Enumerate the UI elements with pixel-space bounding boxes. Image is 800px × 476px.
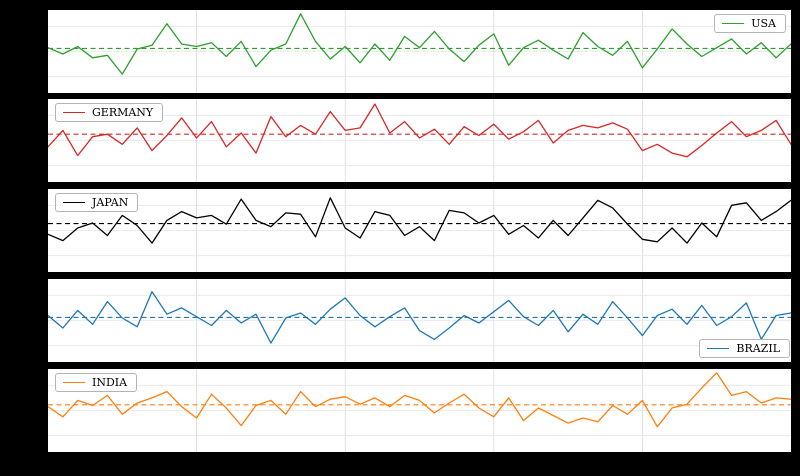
legend-line-swatch xyxy=(63,382,85,383)
legend-germany: GERMANY xyxy=(55,103,164,122)
subplot-brazil: BRAZIL xyxy=(48,279,791,362)
legend-line-swatch xyxy=(722,23,745,24)
usa-line-chart xyxy=(48,10,791,93)
subplot-japan: JAPAN xyxy=(48,189,791,272)
japan-line-chart xyxy=(48,189,791,272)
germany-line-chart xyxy=(48,99,791,182)
subplot-india: INDIA xyxy=(48,369,791,452)
subplot-germany: GERMANY xyxy=(48,99,791,182)
legend-india: INDIA xyxy=(55,373,138,392)
legend-label: GERMANY xyxy=(92,106,154,119)
legend-label: INDIA xyxy=(92,376,128,389)
legend-japan: JAPAN xyxy=(55,193,139,212)
india-line-chart xyxy=(48,369,791,452)
legend-label: USA xyxy=(751,17,776,30)
legend-label: BRAZIL xyxy=(736,342,780,355)
legend-line-swatch xyxy=(707,348,730,349)
legend-line-swatch xyxy=(63,112,85,113)
legend-line-swatch xyxy=(63,202,85,203)
legend-usa: USA xyxy=(714,14,786,33)
legend-brazil: BRAZIL xyxy=(699,339,790,358)
legend-label: JAPAN xyxy=(92,196,129,209)
subplot-usa: USA xyxy=(48,10,791,93)
brazil-line-chart xyxy=(48,279,791,362)
